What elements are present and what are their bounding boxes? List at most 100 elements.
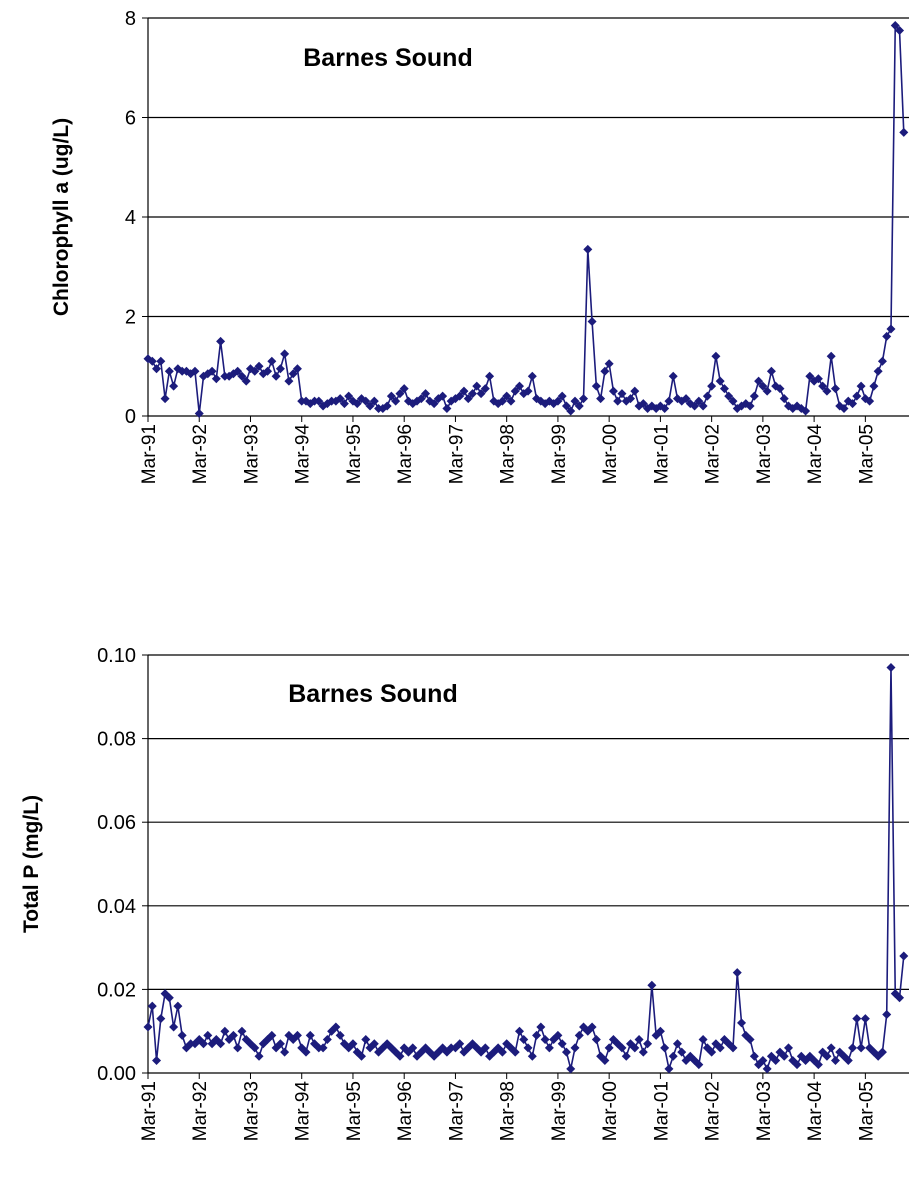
marker	[826, 1043, 836, 1053]
marker	[762, 1064, 772, 1074]
marker	[591, 381, 601, 391]
marker	[382, 401, 392, 411]
marker	[416, 394, 426, 404]
marker	[391, 396, 401, 406]
marker	[237, 1026, 247, 1036]
y-tick-label: 0	[125, 406, 136, 428]
marker	[608, 386, 618, 396]
marker	[600, 1055, 610, 1065]
marker	[643, 1039, 653, 1049]
marker	[775, 384, 785, 394]
y-tick-label: 0.06	[97, 812, 136, 834]
marker	[280, 1047, 290, 1057]
marker	[779, 1051, 789, 1061]
marker	[895, 993, 905, 1003]
marker	[207, 366, 217, 376]
marker	[203, 1030, 213, 1040]
x-tick-label: Mar-02	[703, 424, 724, 484]
marker	[275, 364, 285, 374]
marker	[510, 1047, 520, 1057]
marker	[745, 401, 755, 411]
marker	[732, 968, 742, 978]
marker	[617, 389, 627, 399]
marker	[169, 381, 179, 391]
x-tick-label: Mar-00	[600, 424, 621, 484]
marker	[822, 386, 832, 396]
marker	[617, 1043, 627, 1053]
marker	[455, 1039, 465, 1049]
marker	[271, 371, 281, 381]
marker	[826, 351, 836, 361]
marker	[194, 409, 204, 419]
marker	[348, 1039, 358, 1049]
marker	[860, 1014, 870, 1024]
marker	[604, 359, 614, 369]
marker	[421, 389, 431, 399]
y-tick-label: 0.10	[97, 645, 136, 667]
marker	[792, 1060, 802, 1070]
marker	[267, 1030, 277, 1040]
marker	[626, 394, 636, 404]
marker	[852, 391, 862, 401]
marker	[395, 389, 405, 399]
marker	[805, 371, 815, 381]
marker	[848, 1043, 858, 1053]
x-tick-label: Mar-94	[293, 424, 314, 485]
marker	[561, 401, 571, 411]
marker	[523, 1043, 533, 1053]
marker	[856, 381, 866, 391]
x-tick-label: Mar-04	[805, 1081, 826, 1142]
marker	[292, 1030, 302, 1040]
marker	[322, 1035, 332, 1045]
x-tick-label: Mar-97	[446, 1081, 467, 1141]
marker	[694, 396, 704, 406]
marker	[514, 381, 524, 391]
marker	[587, 1022, 597, 1032]
marker	[429, 399, 439, 409]
marker	[147, 1001, 157, 1011]
marker	[339, 399, 349, 409]
data-line	[147, 667, 905, 1072]
marker	[169, 1022, 179, 1032]
marker	[369, 396, 379, 406]
marker	[544, 1043, 554, 1053]
x-tick-label: Mar-95	[344, 1081, 365, 1141]
marker	[497, 396, 507, 406]
marker	[254, 361, 264, 371]
marker	[557, 391, 567, 401]
marker	[566, 406, 576, 416]
marker	[830, 1055, 840, 1065]
marker	[702, 391, 712, 401]
x-tick-label: Mar-93	[241, 424, 262, 484]
marker	[143, 1022, 153, 1032]
marker	[561, 1047, 571, 1057]
marker	[830, 384, 840, 394]
marker	[502, 391, 512, 401]
marker	[865, 396, 875, 406]
marker	[749, 1051, 759, 1061]
marker	[681, 394, 691, 404]
marker	[485, 371, 495, 381]
x-tick-label: Mar-99	[549, 424, 570, 484]
marker	[506, 396, 516, 406]
marker	[263, 366, 273, 376]
x-tick-label: Mar-00	[600, 1081, 621, 1141]
marker	[211, 374, 221, 384]
chart-title: Barnes Sound	[303, 44, 472, 72]
marker	[749, 391, 759, 401]
marker	[357, 1051, 366, 1061]
x-tick-label: Mar-05	[856, 1081, 877, 1141]
marker	[442, 404, 452, 414]
marker	[519, 1035, 529, 1045]
marker	[459, 386, 469, 396]
marker	[553, 396, 563, 406]
marker	[698, 1035, 708, 1045]
marker	[711, 351, 721, 361]
y-tick-label: 4	[125, 207, 136, 229]
marker	[766, 366, 776, 376]
marker	[668, 1051, 678, 1061]
marker	[280, 349, 290, 359]
marker	[596, 394, 606, 404]
marker	[557, 1039, 567, 1049]
x-tick-label: Mar-01	[651, 1081, 672, 1141]
